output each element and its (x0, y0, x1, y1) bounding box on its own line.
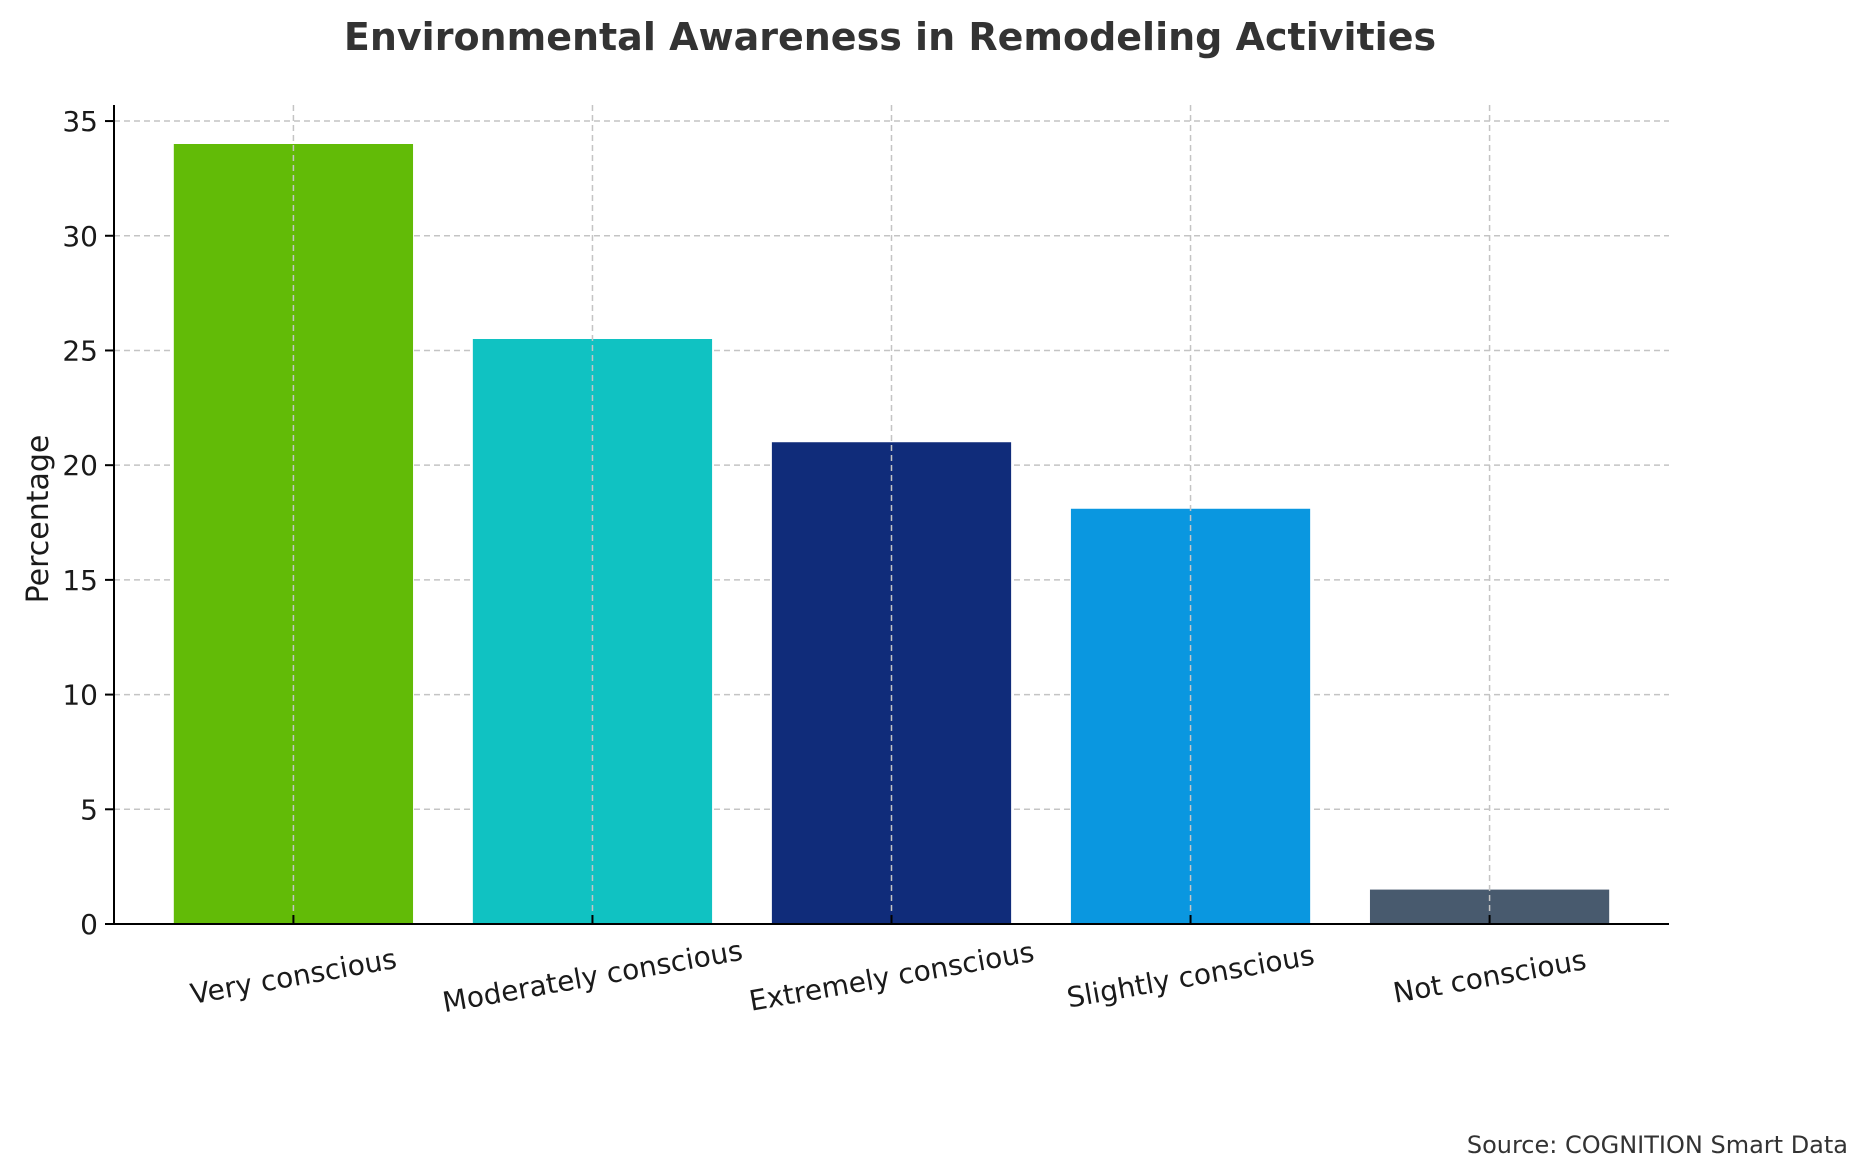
y-tick-label: 5 (80, 793, 98, 826)
chart-title: Environmental Awareness in Remodeling Ac… (344, 15, 1436, 59)
x-tick-label: Moderately conscious (440, 934, 745, 1019)
y-tick-label: 20 (62, 449, 98, 482)
x-tick-label: Extremely conscious (747, 935, 1037, 1018)
grid (114, 120, 1669, 811)
x-tick-label: Very conscious (188, 942, 399, 1011)
y-tick-label: 30 (62, 220, 98, 253)
y-tick-label: 15 (62, 564, 98, 597)
x-tick-label: Slightly conscious (1064, 938, 1317, 1014)
y-tick-label: 0 (80, 908, 98, 941)
x-ticks: Very conscious Moderately conscious Extrem… (188, 915, 1589, 1019)
bar-extremely-conscious (771, 442, 1012, 924)
y-tick-label: 10 (62, 679, 98, 712)
y-tick-label: 35 (62, 105, 98, 138)
y-axis-label: Percentage (21, 435, 56, 604)
y-tick-label: 25 (62, 334, 98, 367)
y-ticks: 0 5 10 15 20 25 30 35 (62, 105, 114, 941)
x-tick-label: Not conscious (1391, 943, 1589, 1009)
bars (173, 105, 1610, 924)
bar-very-conscious (173, 144, 414, 924)
source-note: Source: COGNITION Smart Data (1467, 1131, 1848, 1159)
